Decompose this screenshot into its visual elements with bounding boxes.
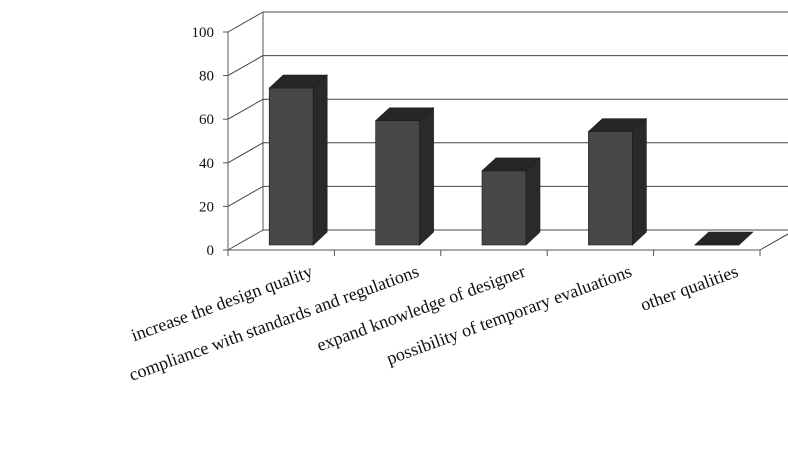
- bar: [268, 74, 328, 246]
- side-wall-gridline: [227, 11, 264, 33]
- y-axis-tick-labels: 0 20 40 60 80 100: [192, 25, 215, 259]
- bar-side-face: [312, 74, 328, 246]
- y-tick-label: 0: [207, 243, 215, 259]
- bar-side-face: [419, 107, 434, 246]
- y-tick-label: 100: [192, 25, 215, 41]
- bars: [268, 74, 754, 246]
- y-tick-label: 20: [199, 199, 214, 215]
- bar-top-face: [374, 107, 435, 122]
- bar-front-face: [268, 87, 314, 246]
- bar-top-face: [587, 118, 648, 132]
- bar-front-face: [375, 120, 420, 246]
- bar-top-face: [694, 231, 754, 246]
- bar-front-face: [481, 170, 527, 246]
- bar-top-face: [268, 74, 328, 89]
- bar-top-face: [481, 157, 541, 172]
- side-wall-gridline: [227, 98, 264, 120]
- side-wall-gridline: [227, 185, 264, 207]
- bar: [374, 107, 435, 246]
- side-wall-gridline: [227, 55, 264, 77]
- chart-walls: [262, 12, 264, 230]
- axes: [223, 31, 761, 256]
- bar: [481, 157, 541, 246]
- bar: [587, 117, 648, 246]
- bar-side-face: [632, 117, 647, 246]
- y-tick-label: 40: [199, 156, 214, 172]
- x-category-label: other qualities: [638, 261, 741, 315]
- bar-side-face: [525, 157, 541, 246]
- y-tick-label: 60: [199, 112, 214, 128]
- floor-right-edge: [759, 233, 788, 251]
- side-wall-gridline: [227, 229, 264, 251]
- bar-front-face: [588, 131, 633, 246]
- y-tick-label: 80: [199, 69, 214, 85]
- bar: [694, 231, 754, 246]
- side-wall-gridline: [227, 142, 264, 164]
